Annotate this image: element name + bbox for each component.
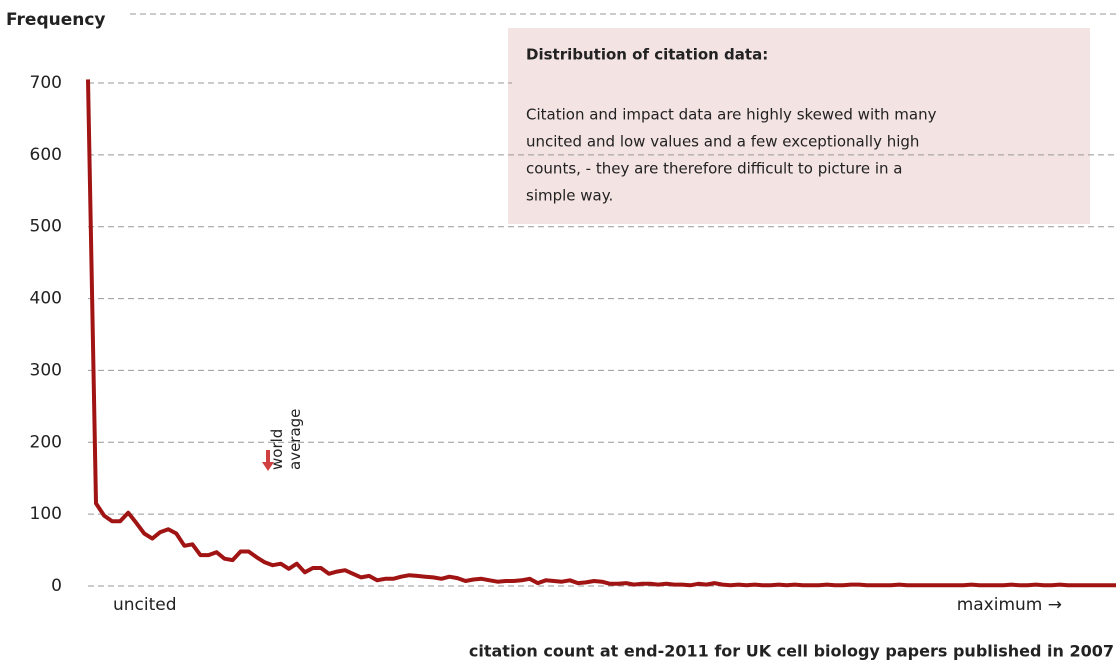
text-box-line: Citation and impact data are highly skew… bbox=[526, 106, 937, 124]
text-box-title: Distribution of citation data: bbox=[526, 46, 768, 64]
text-box-line: simple way. bbox=[526, 187, 613, 205]
x-end-label: maximum → bbox=[957, 595, 1062, 615]
data-line bbox=[86, 79, 1116, 588]
annotation-line: world bbox=[268, 429, 286, 470]
y-tick-label: 300 bbox=[30, 360, 62, 380]
annotation-line: average bbox=[286, 409, 304, 470]
y-tick-label: 200 bbox=[30, 432, 62, 452]
y-tick-label: 600 bbox=[30, 145, 62, 165]
y-tick-label: 100 bbox=[30, 504, 62, 524]
x-start-label: uncited bbox=[113, 595, 177, 615]
y-axis-label: Frequency bbox=[6, 10, 106, 30]
y-tick-label: 0 bbox=[51, 576, 62, 596]
y-tick-label: 400 bbox=[30, 289, 62, 309]
x-axis-label: citation count at end-2011 for UK cell b… bbox=[469, 642, 1114, 661]
text-box-line: counts, - they are therefore difficult t… bbox=[526, 160, 903, 178]
text-box bbox=[508, 28, 1090, 224]
world-average-annotation: world average bbox=[268, 409, 304, 470]
y-tick-label: 500 bbox=[30, 217, 62, 237]
y-tick-label: 700 bbox=[30, 73, 62, 93]
arrow-head bbox=[262, 462, 274, 471]
text-box-line: uncited and low values and a few excepti… bbox=[526, 133, 919, 151]
